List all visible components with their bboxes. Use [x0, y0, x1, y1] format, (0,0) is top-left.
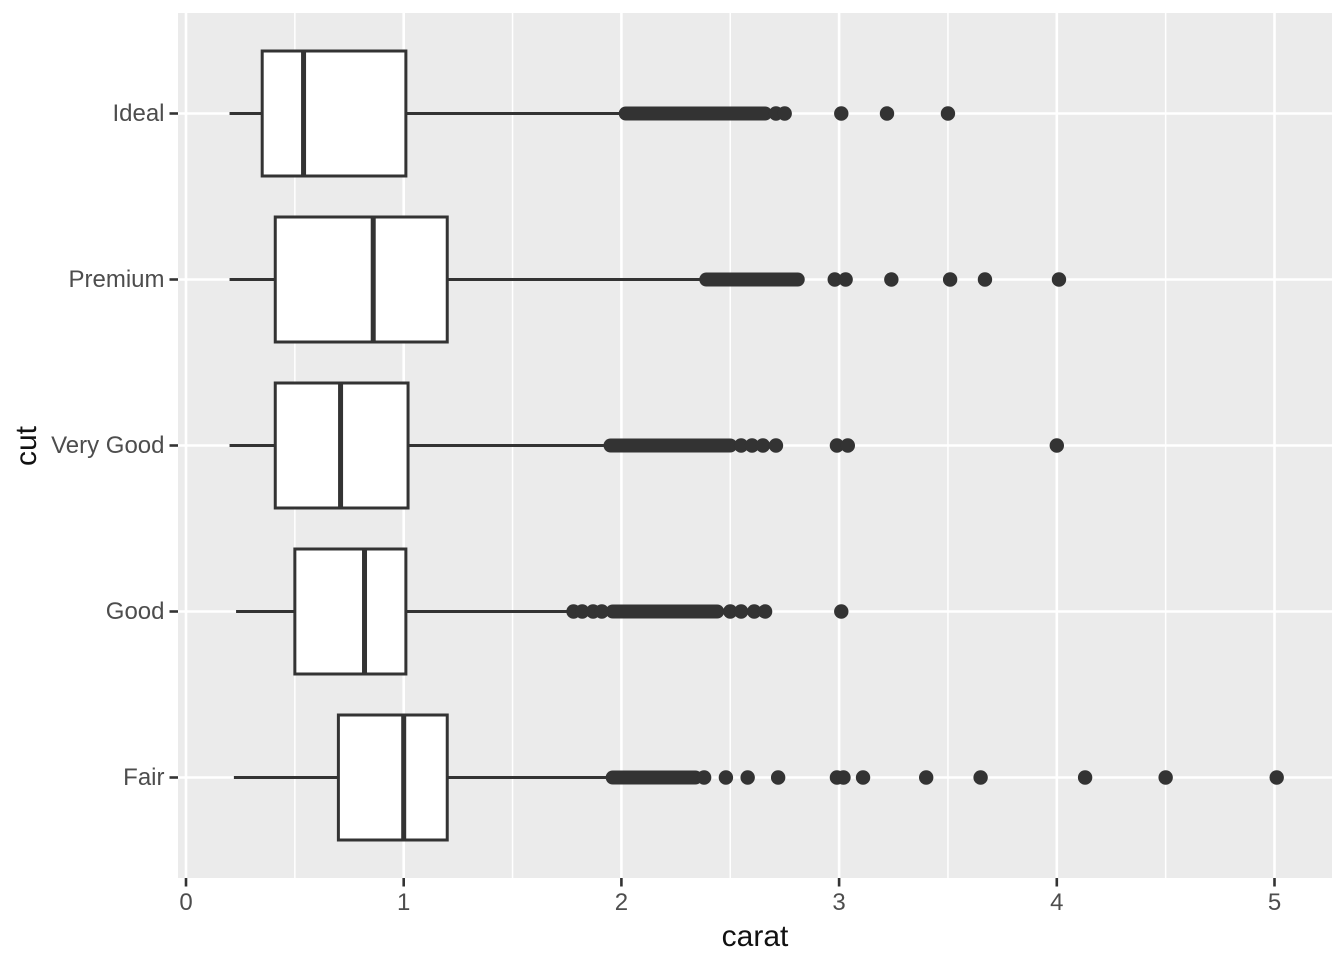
- x-tick-label-0: 0: [179, 888, 193, 916]
- outlier-dot-premium: [1051, 272, 1067, 287]
- outlier-dot-very-good: [755, 438, 771, 453]
- outlier-dot-good: [733, 604, 749, 619]
- y-tick-label-ideal: Ideal: [112, 99, 165, 127]
- outlier-dot-very-good: [829, 438, 845, 453]
- outlier-dot-fair: [855, 770, 871, 785]
- outlier-dot-fair: [1158, 770, 1173, 785]
- outlier-dot-fair: [836, 770, 851, 785]
- y-tick-label-premium: Premium: [68, 265, 165, 293]
- outlier-dot-fair: [770, 770, 786, 785]
- outlier-dot-ideal: [777, 106, 792, 121]
- y-axis-title: cut: [10, 425, 43, 466]
- outlier-dot-premium: [977, 272, 993, 287]
- x-tick-label-5: 5: [1267, 888, 1282, 916]
- outlier-dot-ideal: [834, 106, 849, 121]
- outlier-dot-fair: [740, 770, 755, 785]
- outlier-dot-good: [594, 604, 610, 619]
- outlier-dot-very-good: [768, 438, 784, 453]
- y-tick-label-good: Good: [105, 597, 165, 625]
- outlier-dot-fair: [973, 770, 988, 785]
- y-tick-label-very-good: Very Good: [51, 431, 165, 459]
- y-tick-label-fair: Fair: [123, 763, 165, 791]
- x-tick-label-4: 4: [1050, 888, 1064, 916]
- outlier-dot-good: [834, 604, 849, 619]
- outlier-dot-very-good: [733, 438, 749, 453]
- outlier-dot-premium: [884, 272, 899, 287]
- x-tick-label-1: 1: [397, 888, 411, 916]
- outlier-dot-fair: [918, 770, 934, 785]
- outlier-dot-fair: [718, 770, 734, 785]
- outlier-dot-premium: [838, 272, 853, 287]
- outlier-dot-good: [757, 604, 773, 619]
- x-axis-title: carat: [721, 920, 789, 953]
- outlier-dot-good: [746, 604, 762, 619]
- x-tick-label-2: 2: [614, 888, 629, 916]
- box-premium: [273, 215, 449, 344]
- outlier-dot-ideal: [879, 106, 895, 121]
- box-fair: [336, 713, 449, 842]
- outlier-dot-very-good: [840, 438, 856, 453]
- outlier-dot-very-good: [1049, 438, 1065, 453]
- outlier-dot-good: [723, 604, 738, 619]
- outlier-dot-fair: [696, 770, 712, 785]
- x-tick-label-3: 3: [832, 888, 846, 916]
- outlier-dot-very-good: [744, 438, 760, 453]
- outlier-dot-ideal: [940, 106, 956, 121]
- box-good: [293, 547, 408, 676]
- outlier-dot-good: [575, 604, 590, 619]
- outlier-dot-premium: [942, 272, 958, 287]
- outlier-dot-fair: [1269, 770, 1284, 785]
- outlier-dot-premium: [827, 272, 842, 287]
- box-ideal: [260, 49, 408, 178]
- outlier-dot-fair: [1077, 770, 1093, 785]
